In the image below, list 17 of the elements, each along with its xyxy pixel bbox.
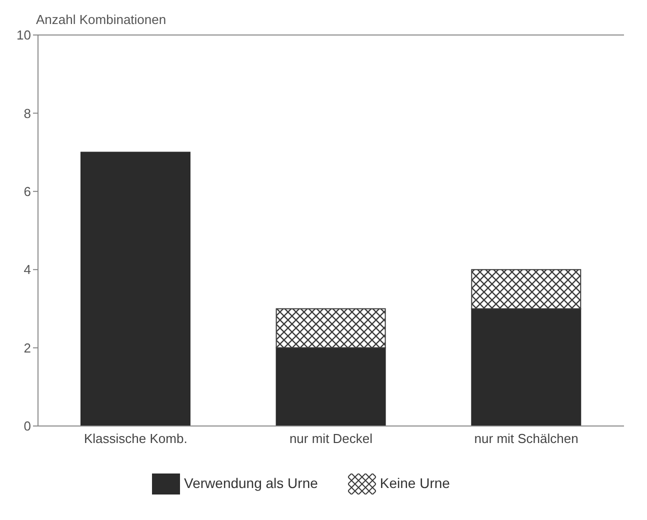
bar (471, 269, 582, 310)
y-tick-label: 10 (16, 28, 31, 43)
bar (471, 308, 582, 426)
y-tick-label: 4 (24, 262, 31, 278)
x-tick-label: Klassische Komb. (84, 431, 188, 446)
bar (276, 347, 386, 426)
y-tick-label: 2 (24, 340, 31, 356)
x-tick-label: nur mit Schälchen (474, 431, 578, 446)
x-tick-label: nur mit Deckel (289, 431, 373, 446)
y-tick-label: 6 (24, 184, 31, 200)
bar (80, 152, 190, 426)
y-tick-label: 0 (24, 418, 31, 434)
legend-label: Verwendung als Urne (184, 474, 318, 491)
y-tick-label: 8 (24, 106, 31, 121)
legend-label: Keine Urne (380, 474, 450, 491)
bar (276, 308, 386, 348)
y-axis-title: Anzahl Kombinationen (36, 12, 166, 27)
